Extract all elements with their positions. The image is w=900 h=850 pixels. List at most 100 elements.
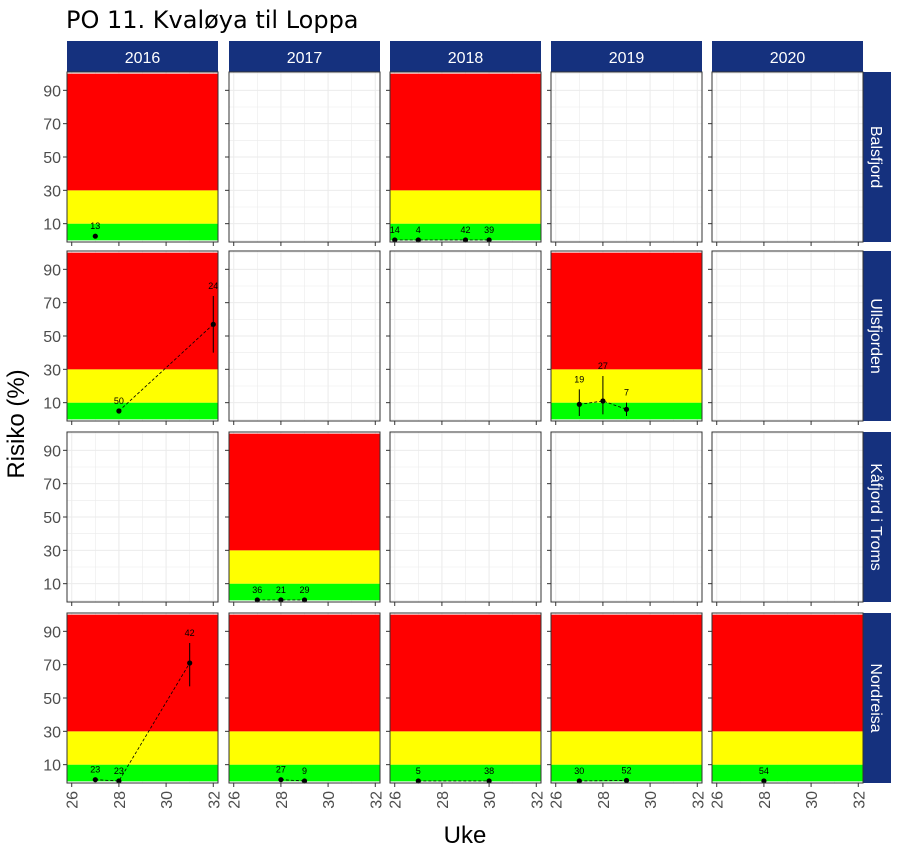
region-strip <box>863 432 891 602</box>
panel: 50 24 10 30 50 70 90 <box>43 250 219 425</box>
data-label: 54 <box>759 766 769 776</box>
x-tick-label: 26 <box>549 791 566 809</box>
data-point <box>210 321 216 327</box>
panels-layer: 2016 2017 2018 2019 2020 Balsfjord Ullsfjorden… <box>43 41 891 809</box>
data-point <box>462 237 469 243</box>
data-label: 14 <box>390 225 400 235</box>
data-point <box>116 408 122 414</box>
risk-band-green <box>67 402 218 420</box>
risk-band-yellow <box>551 369 702 403</box>
risk-band-red <box>390 73 541 191</box>
risk-band-green <box>390 223 541 241</box>
y-tick-label: 10 <box>43 758 61 775</box>
data-label: 50 <box>114 396 124 406</box>
risk-band-yellow <box>390 731 541 765</box>
data-label: 42 <box>460 225 470 235</box>
risk-band-yellow <box>67 190 218 224</box>
panel: 19 27 7 <box>547 250 703 425</box>
data-label: 36 <box>252 585 262 595</box>
x-tick-label: 26 <box>710 791 727 809</box>
risk-band-green <box>712 764 863 782</box>
y-tick-label: 30 <box>43 362 61 379</box>
risk-band-red <box>551 252 702 370</box>
year-strip-label: 2019 <box>609 50 645 67</box>
data-point <box>116 778 122 784</box>
x-tick-label: 26 <box>388 791 405 809</box>
data-point <box>486 778 492 784</box>
panel: 30 52 26 28 30 32 <box>547 612 707 809</box>
x-tick-label: 28 <box>274 791 291 809</box>
data-point <box>278 597 284 603</box>
x-tick-label: 28 <box>435 791 452 809</box>
data-label: 5 <box>416 766 421 776</box>
year-strip-label: 2018 <box>448 50 484 67</box>
risk-band-yellow <box>551 731 702 765</box>
data-point <box>92 233 98 239</box>
y-tick-label: 90 <box>43 443 61 460</box>
region-strip <box>863 613 891 783</box>
panel <box>547 71 703 246</box>
panel: 13 10 30 50 70 90 <box>43 71 219 246</box>
data-label: 38 <box>484 766 494 776</box>
x-tick-label: 30 <box>482 791 499 809</box>
year-strip <box>229 41 380 72</box>
y-tick-label: 10 <box>43 396 61 413</box>
data-label: 23 <box>90 765 100 775</box>
data-label: 19 <box>574 374 584 384</box>
y-tick-label: 90 <box>43 624 61 641</box>
risk-band-yellow <box>229 550 380 584</box>
risk-band-green <box>390 764 541 782</box>
panel <box>225 250 381 425</box>
data-label: 24 <box>208 281 218 291</box>
x-tick-label: 32 <box>368 791 385 809</box>
data-point <box>392 237 398 243</box>
risk-band-red <box>551 614 702 732</box>
risk-band-yellow <box>390 190 541 224</box>
panel: 36 21 29 <box>225 431 381 606</box>
x-tick-label: 30 <box>643 791 660 809</box>
data-label: 27 <box>276 765 286 775</box>
y-axis-title: Risiko (%) <box>3 369 30 478</box>
x-tick-label: 32 <box>206 791 223 809</box>
x-tick-label: 30 <box>159 791 176 809</box>
data-label: 21 <box>276 585 286 595</box>
risk-band-green <box>229 583 380 601</box>
y-tick-label: 90 <box>43 83 61 100</box>
x-tick-label: 26 <box>65 791 82 809</box>
x-tick-label: 26 <box>227 791 244 809</box>
data-point <box>600 398 606 404</box>
data-label: 29 <box>299 585 309 595</box>
risk-band-green <box>229 764 380 782</box>
region-strip <box>863 72 891 242</box>
y-tick-label: 30 <box>43 183 61 200</box>
risk-band-red <box>229 433 380 551</box>
panel: 54 26 28 30 32 <box>708 612 868 809</box>
risk-band-green <box>67 223 218 241</box>
x-axis-title: Uke <box>444 822 487 849</box>
y-tick-label: 90 <box>43 262 61 279</box>
data-label: 13 <box>90 221 100 231</box>
data-label: 9 <box>302 766 307 776</box>
y-tick-label: 50 <box>43 329 61 346</box>
year-strip-label: 2017 <box>287 50 323 67</box>
region-strip <box>863 251 891 421</box>
x-tick-label: 30 <box>321 791 338 809</box>
region-strip-label: Kåfjord i Troms <box>867 463 885 571</box>
risk-band-green <box>551 764 702 782</box>
data-label: 39 <box>484 225 494 235</box>
risk-band-red <box>67 73 218 191</box>
y-tick-label: 50 <box>43 150 61 167</box>
data-point <box>254 597 260 603</box>
data-label: 42 <box>185 628 195 638</box>
data-point <box>415 778 421 784</box>
data-point <box>623 777 630 784</box>
panel: 23 23 42 26 28 30 32 10 30 50 70 90 <box>43 612 223 809</box>
chart-title: PO 11. Kvaløya til Loppa <box>66 6 359 34</box>
risk-band-red <box>712 614 863 732</box>
series-line <box>280 779 305 782</box>
data-point <box>623 406 630 412</box>
risk-band-red <box>390 614 541 732</box>
panel <box>547 431 703 606</box>
y-tick-label: 30 <box>43 543 61 560</box>
y-tick-label: 10 <box>43 577 61 594</box>
